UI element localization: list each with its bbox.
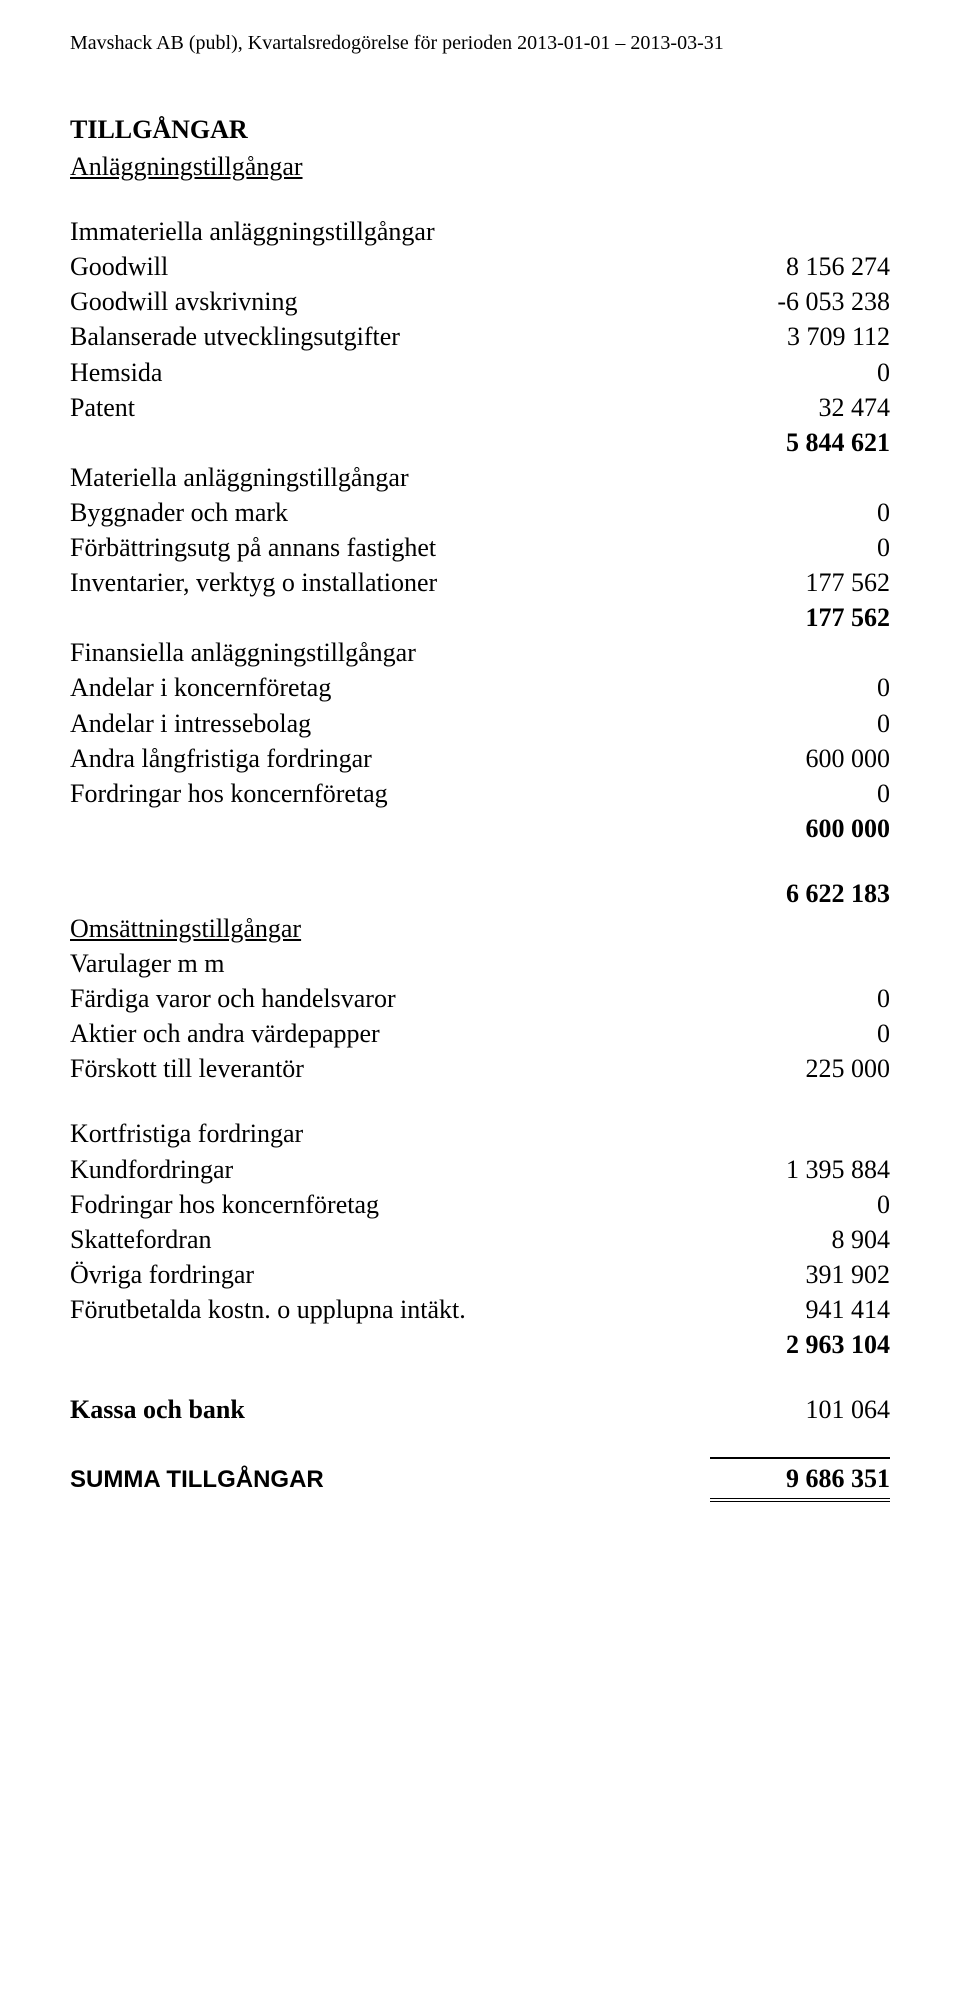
tillgangar-title: TILLGÅNGAR [70, 112, 890, 147]
immateriella-subtotal: 5 844 621 [70, 425, 890, 460]
kortfristiga-subtotal: 2 963 104 [70, 1327, 890, 1362]
value: 8 904 [710, 1222, 890, 1257]
finansiella-subtotal: 600 000 [70, 811, 890, 846]
finansiella-header: Finansiella anläggningstillgångar [70, 635, 890, 670]
row-byggnader: Byggnader och mark 0 [70, 495, 890, 530]
materiella-header: Materiella anläggningstillgångar [70, 460, 890, 495]
total-value: 6 622 183 [710, 876, 890, 911]
value: 0 [710, 776, 890, 811]
row-inventarier: Inventarier, verktyg o installationer 17… [70, 565, 890, 600]
value: 225 000 [710, 1051, 890, 1086]
label: Hemsida [70, 355, 710, 390]
row-forutbetalda: Förutbetalda kostn. o upplupna intäkt. 9… [70, 1292, 890, 1327]
value: 0 [710, 495, 890, 530]
row-kundfordringar: Kundfordringar 1 395 884 [70, 1152, 890, 1187]
row-kassa: Kassa och bank 101 064 [70, 1392, 890, 1427]
value: 0 [710, 981, 890, 1016]
value: 8 156 274 [710, 249, 890, 284]
label: Förbättringsutg på annans fastighet [70, 530, 710, 565]
subtotal-value: 5 844 621 [710, 425, 890, 460]
label: Förskott till leverantör [70, 1051, 710, 1086]
row-goodwill-avskrivning: Goodwill avskrivning -6 053 238 [70, 284, 890, 319]
label: Skattefordran [70, 1222, 710, 1257]
row-patent: Patent 32 474 [70, 390, 890, 425]
kortfristiga-header: Kortfristiga fordringar [70, 1116, 890, 1151]
immateriella-header: Immateriella anläggningstillgångar [70, 214, 890, 249]
kassa-label: Kassa och bank [70, 1392, 710, 1427]
row-langfristiga: Andra långfristiga fordringar 600 000 [70, 741, 890, 776]
label: Fordringar hos koncernföretag [70, 776, 710, 811]
row-andelar-koncern: Andelar i koncernföretag 0 [70, 670, 890, 705]
kassa-value: 101 064 [710, 1392, 890, 1427]
label: Kundfordringar [70, 1152, 710, 1187]
value: 0 [710, 706, 890, 741]
label: Aktier och andra värdepapper [70, 1016, 710, 1051]
value: 177 562 [710, 565, 890, 600]
value: 600 000 [710, 741, 890, 776]
row-forskott: Förskott till leverantör 225 000 [70, 1051, 890, 1086]
row-forbattring: Förbättringsutg på annans fastighet 0 [70, 530, 890, 565]
value: 3 709 112 [710, 319, 890, 354]
value: 0 [710, 670, 890, 705]
label: Fodringar hos koncernföretag [70, 1187, 710, 1222]
row-fardiga: Färdiga varor och handelsvaror 0 [70, 981, 890, 1016]
anlaggning-total: 6 622 183 [70, 876, 890, 911]
label: Övriga fordringar [70, 1257, 710, 1292]
label: Byggnader och mark [70, 495, 710, 530]
subtotal-value: 600 000 [710, 811, 890, 846]
page-header: Mavshack AB (publ), Kvartalsredogörelse … [70, 30, 890, 57]
label: Patent [70, 390, 710, 425]
row-ovriga-fordringar: Övriga fordringar 391 902 [70, 1257, 890, 1292]
label: Andelar i koncernföretag [70, 670, 710, 705]
value: 0 [710, 1016, 890, 1051]
value: 391 902 [710, 1257, 890, 1292]
row-hemsida: Hemsida 0 [70, 355, 890, 390]
label: Balanserade utvecklingsutgifter [70, 319, 710, 354]
varulager-header: Varulager m m [70, 946, 890, 981]
omsattning-header: Omsättningstillgångar [70, 911, 890, 946]
row-goodwill: Goodwill 8 156 274 [70, 249, 890, 284]
summa-tillgangar-row: SUMMA TILLGÅNGAR 9 686 351 [70, 1457, 890, 1502]
value: 1 395 884 [710, 1152, 890, 1187]
value: 0 [710, 530, 890, 565]
label: Färdiga varor och handelsvaror [70, 981, 710, 1016]
label: Goodwill avskrivning [70, 284, 710, 319]
summa-label: SUMMA TILLGÅNGAR [70, 1464, 324, 1496]
row-andelar-intresse: Andelar i intressebolag 0 [70, 706, 890, 741]
value: 32 474 [710, 390, 890, 425]
value: 941 414 [710, 1292, 890, 1327]
subtotal-value: 177 562 [710, 600, 890, 635]
label: Andra långfristiga fordringar [70, 741, 710, 776]
anlaggning-header: Anläggningstillgångar [70, 149, 890, 184]
label: Förutbetalda kostn. o upplupna intäkt. [70, 1292, 490, 1327]
value: 0 [710, 1187, 890, 1222]
row-skattefordran: Skattefordran 8 904 [70, 1222, 890, 1257]
label: Goodwill [70, 249, 710, 284]
row-aktier: Aktier och andra värdepapper 0 [70, 1016, 890, 1051]
materiella-subtotal: 177 562 [70, 600, 890, 635]
summa-value: 9 686 351 [710, 1457, 890, 1502]
row-fodringar-koncern: Fodringar hos koncernföretag 0 [70, 1187, 890, 1222]
row-fordringar-koncern: Fordringar hos koncernföretag 0 [70, 776, 890, 811]
row-balanserade: Balanserade utvecklingsutgifter 3 709 11… [70, 319, 890, 354]
value: -6 053 238 [710, 284, 890, 319]
subtotal-value: 2 963 104 [710, 1327, 890, 1362]
value: 0 [710, 355, 890, 390]
label: Andelar i intressebolag [70, 706, 710, 741]
label: Inventarier, verktyg o installationer [70, 565, 710, 600]
